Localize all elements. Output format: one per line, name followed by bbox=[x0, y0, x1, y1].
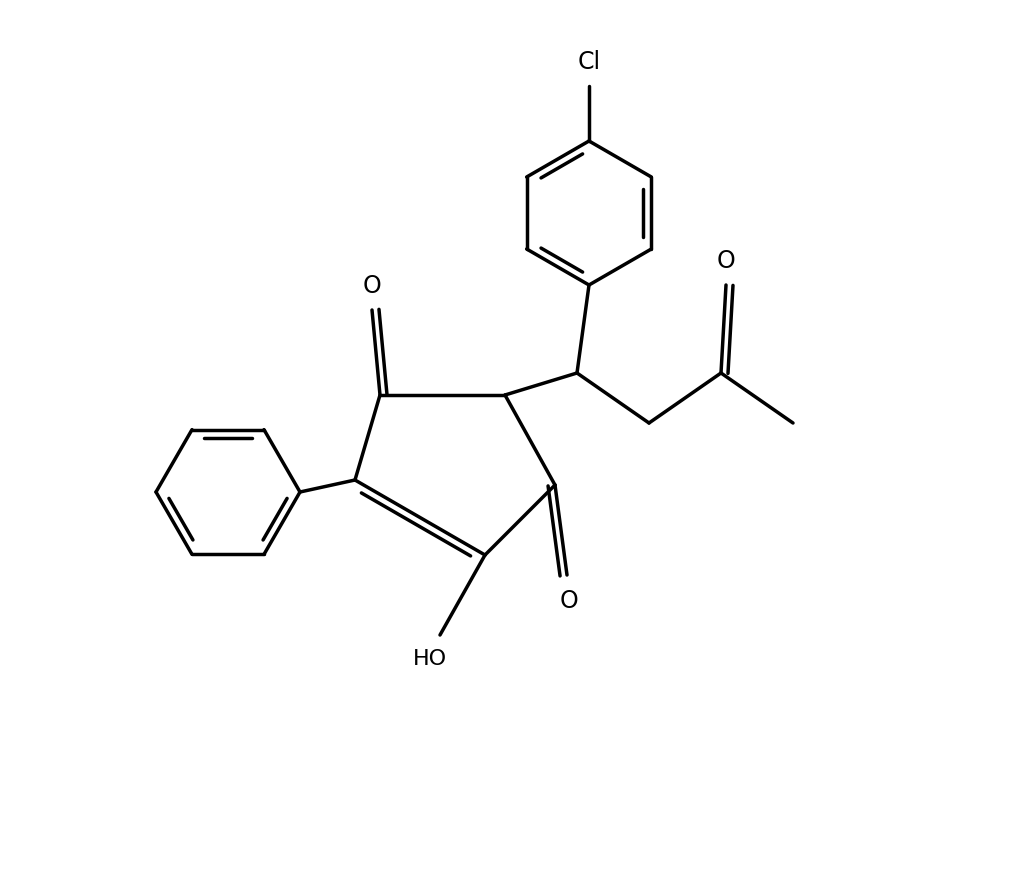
Text: O: O bbox=[362, 274, 381, 298]
Text: O: O bbox=[717, 249, 735, 273]
Text: Cl: Cl bbox=[578, 50, 600, 74]
Text: O: O bbox=[560, 589, 579, 613]
Text: HO: HO bbox=[413, 649, 447, 669]
